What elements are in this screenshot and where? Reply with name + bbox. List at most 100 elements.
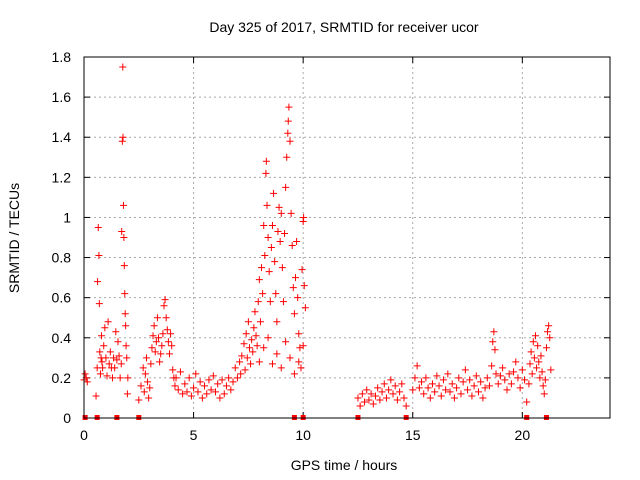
data-point [236, 358, 244, 366]
y-tick-label: 0.2 [52, 370, 72, 386]
data-point [291, 274, 299, 282]
data-point [453, 384, 461, 392]
data-point [290, 310, 298, 318]
data-point [162, 314, 170, 322]
data-point [242, 330, 250, 338]
y-tick-label: 1.6 [52, 89, 72, 105]
plot-frame [83, 56, 611, 419]
data-point [457, 390, 465, 398]
data-point [264, 334, 272, 342]
data-point [431, 388, 439, 396]
data-point [288, 242, 296, 250]
data-point [301, 304, 309, 312]
data-point [496, 372, 504, 380]
data-point [505, 370, 513, 378]
data-point [413, 362, 421, 370]
data-point [433, 372, 441, 380]
data-point [290, 370, 298, 378]
data-point [297, 364, 305, 372]
data-point [287, 209, 295, 217]
data-point [135, 396, 143, 404]
data-point [216, 394, 224, 402]
data-point [187, 392, 195, 400]
data-point [512, 358, 520, 366]
data-point [285, 103, 293, 111]
data-point [151, 348, 159, 356]
data-point [459, 378, 467, 386]
data-point [481, 384, 489, 392]
x-tick-label: 0 [80, 427, 88, 443]
data-point [300, 282, 308, 290]
data-point [119, 133, 127, 141]
data-point [192, 370, 200, 378]
data-point [281, 229, 289, 237]
data-point [116, 374, 124, 382]
data-point [356, 402, 364, 410]
data-point [262, 157, 270, 165]
data-point [209, 372, 217, 380]
data-point [378, 388, 386, 396]
data-point [201, 382, 209, 390]
data-point [227, 386, 235, 394]
data-point [409, 386, 417, 394]
data-point [220, 390, 228, 398]
data-point [293, 238, 301, 246]
data-point [274, 227, 282, 235]
x-tick-label: 20 [515, 427, 531, 443]
data-point [402, 402, 410, 410]
data-point [510, 368, 518, 376]
data-point [501, 376, 509, 384]
data-point [149, 332, 157, 340]
data-point [270, 189, 278, 197]
data-point [283, 153, 291, 161]
data-point [263, 201, 271, 209]
data-point [514, 374, 522, 382]
data-point [157, 350, 165, 358]
data-point [271, 258, 279, 266]
data-point [233, 374, 241, 382]
data-point [105, 360, 113, 368]
data-point [168, 342, 176, 350]
data-point [455, 374, 463, 382]
data-point [396, 388, 404, 396]
data-point [277, 364, 285, 372]
data-point [369, 400, 377, 408]
data-point [365, 396, 373, 404]
data-point [363, 386, 371, 394]
data-point [153, 314, 161, 322]
y-tick-label: 1.2 [52, 169, 72, 185]
data-point [185, 374, 193, 382]
y-tick-label: 1.8 [52, 49, 72, 65]
data-point [503, 386, 511, 394]
data-point [507, 380, 515, 388]
data-point [176, 368, 184, 376]
data-point [415, 384, 423, 392]
data-point [94, 278, 102, 286]
data-point [489, 338, 497, 346]
data-point [538, 368, 546, 376]
data-point [142, 354, 150, 362]
data-point [521, 376, 529, 384]
data-point [94, 223, 102, 231]
data-point [247, 360, 255, 368]
data-point [222, 382, 230, 390]
data-point [525, 380, 533, 388]
data-point [367, 390, 375, 398]
data-point [243, 354, 251, 362]
data-point [83, 378, 91, 386]
data-point [391, 382, 399, 390]
data-point [295, 330, 303, 338]
data-point [194, 388, 202, 396]
data-point [120, 234, 128, 241]
x-tick-label: 15 [405, 427, 421, 443]
data-point [137, 382, 145, 390]
data-point [475, 388, 482, 396]
data-point [483, 374, 491, 382]
data-point [214, 380, 222, 388]
data-point [461, 366, 469, 374]
data-point [466, 376, 474, 384]
data-point [282, 183, 290, 191]
data-point [241, 366, 249, 374]
data-point [174, 386, 182, 394]
y-tick-label: 1 [63, 209, 71, 225]
